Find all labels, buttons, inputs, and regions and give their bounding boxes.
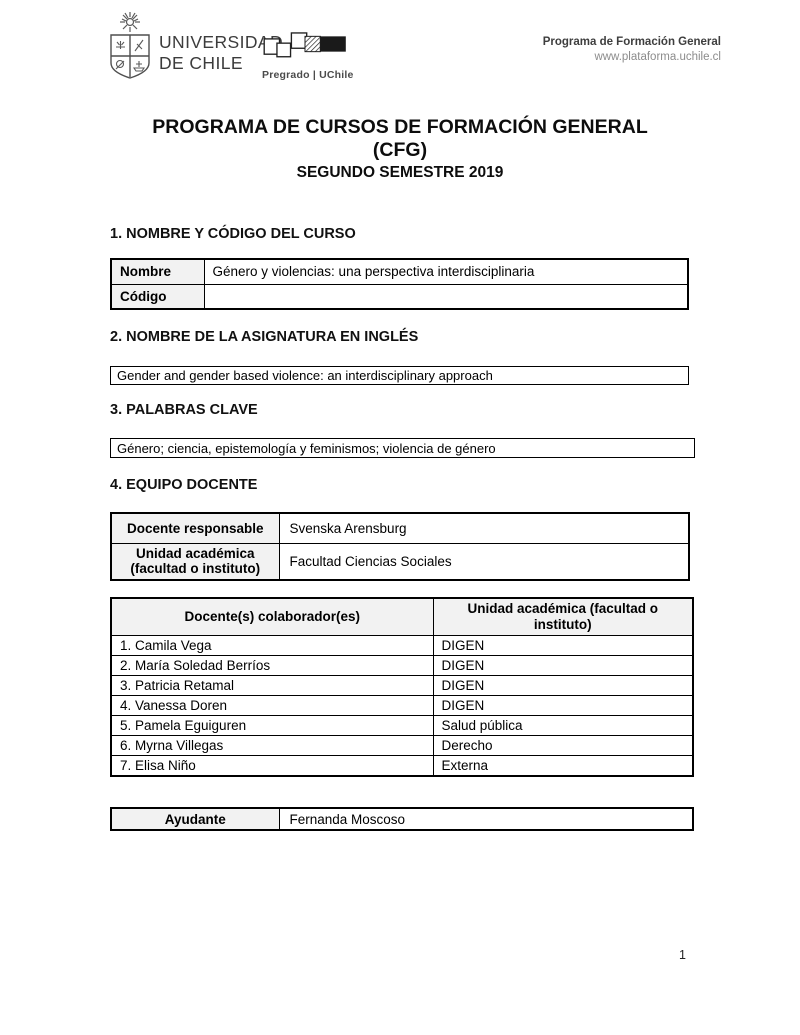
codigo-value-cell	[203, 283, 689, 310]
nombre-label-cell: Nombre	[110, 258, 205, 285]
university-name: UNIVERSIDAD DE CHILE	[159, 32, 283, 74]
keywords-table: Género; ciencia, epistemología y feminis…	[110, 438, 695, 458]
title-line3: SEGUNDO SEMESTRE 2019	[296, 164, 504, 181]
table-row: 4. Vanessa Doren DIGEN	[110, 695, 694, 716]
nombre-value-cell: Género y violencias: una perspectiva int…	[203, 258, 689, 285]
pregrado-label: Pregrado | UChile	[262, 69, 354, 81]
university-name-line2: DE CHILE	[159, 53, 243, 73]
table-row: Docente responsable Svenska Arensburg	[110, 512, 690, 544]
collab-name-cell: 1. Camila Vega	[110, 635, 434, 656]
collab-name-cell: 5. Pamela Eguiguren	[110, 715, 434, 736]
collab-name-cell: 2. María Soledad Berríos	[110, 655, 434, 676]
website-url: www.plataforma.uchile.cl	[594, 51, 721, 63]
unidad-academica-value-cell: Facultad Ciencias Sociales	[278, 542, 690, 580]
header-right: Programa de Formación General www.plataf…	[543, 35, 721, 65]
section-4-heading: 4. EQUIPO DOCENTE	[110, 477, 258, 493]
codigo-label-cell: Código	[110, 283, 205, 310]
pregrado-squares-icon	[263, 32, 346, 58]
responsible-teacher-table: Docente responsable Svenska Arensburg Un…	[110, 512, 690, 581]
collab-col1-header-cell: Docente(s) colaborador(es)	[110, 597, 434, 636]
english-name-cell: Gender and gender based violence: an int…	[110, 366, 689, 385]
program-name: Programa de Formación General	[542, 36, 721, 48]
table-header-row: Docente(s) colaborador(es) Unidad académ…	[110, 597, 694, 636]
table-row: Código	[110, 283, 689, 310]
collab-name-cell: 7. Elisa Niño	[110, 755, 434, 777]
collab-name-cell: 6. Myrna Villegas	[110, 735, 434, 756]
table-row: Gender and gender based violence: an int…	[110, 366, 689, 385]
university-crest-icon	[104, 11, 156, 86]
university-name-line1: UNIVERSIDAD	[159, 32, 284, 52]
collaborating-teachers-table: Docente(s) colaborador(es) Unidad académ…	[110, 597, 694, 777]
table-row: 2. María Soledad Berríos DIGEN	[110, 655, 694, 676]
title-line2: (CFG)	[372, 139, 428, 161]
ayudante-value-cell: Fernanda Moscoso	[278, 807, 694, 831]
section-3-heading: 3. PALABRAS CLAVE	[110, 402, 258, 418]
unidad-academica-label-cell: Unidad académica (facultad o instituto)	[110, 542, 280, 580]
collab-unit-cell: DIGEN	[432, 655, 694, 676]
collab-unit-cell: Salud pública	[432, 715, 694, 736]
page-number: 1	[679, 948, 686, 962]
ayudante-label-cell: Ayudante	[110, 807, 280, 831]
table-row: Unidad académica (facultad o instituto) …	[110, 542, 690, 580]
section-2-heading: 2. NOMBRE DE LA ASIGNATURA EN INGLÉS	[110, 329, 419, 345]
table-row: 6. Myrna Villegas Derecho	[110, 735, 694, 756]
collab-name-cell: 3. Patricia Retamal	[110, 675, 434, 696]
section-1-heading: 1. NOMBRE Y CÓDIGO DEL CURSO	[110, 226, 356, 242]
table-row: Ayudante Fernanda Moscoso	[110, 807, 694, 831]
assistant-table: Ayudante Fernanda Moscoso	[110, 807, 694, 831]
english-name-table: Gender and gender based violence: an int…	[110, 366, 689, 385]
docente-responsable-value-cell: Svenska Arensburg	[278, 512, 690, 544]
collab-unit-cell: DIGEN	[432, 695, 694, 716]
course-name-code-table: Nombre Género y violencias: una perspect…	[110, 258, 689, 310]
table-row: 5. Pamela Eguiguren Salud pública	[110, 715, 694, 736]
table-row: Nombre Género y violencias: una perspect…	[110, 258, 689, 285]
collab-unit-cell: Externa	[432, 755, 694, 777]
collab-unit-cell: DIGEN	[432, 635, 694, 656]
collab-unit-cell: Derecho	[432, 735, 694, 756]
docente-responsable-label-cell: Docente responsable	[110, 512, 280, 544]
collab-col2-header-cell: Unidad académica (facultad o instituto)	[432, 597, 694, 636]
title-line1: PROGRAMA DE CURSOS DE FORMACIÓN GENERAL	[152, 116, 648, 138]
table-row: 1. Camila Vega DIGEN	[110, 635, 694, 656]
keywords-cell: Género; ciencia, epistemología y feminis…	[110, 438, 695, 458]
document-title: PROGRAMA DE CURSOS DE FORMACIÓN GENERAL …	[0, 116, 800, 184]
table-row: 7. Elisa Niño Externa	[110, 755, 694, 777]
collab-unit-cell: DIGEN	[432, 675, 694, 696]
table-row: 3. Patricia Retamal DIGEN	[110, 675, 694, 696]
pregrado-logo: Pregrado | UChile	[262, 27, 362, 81]
collab-name-cell: 4. Vanessa Doren	[110, 695, 434, 716]
table-row: Género; ciencia, epistemología y feminis…	[110, 438, 695, 458]
